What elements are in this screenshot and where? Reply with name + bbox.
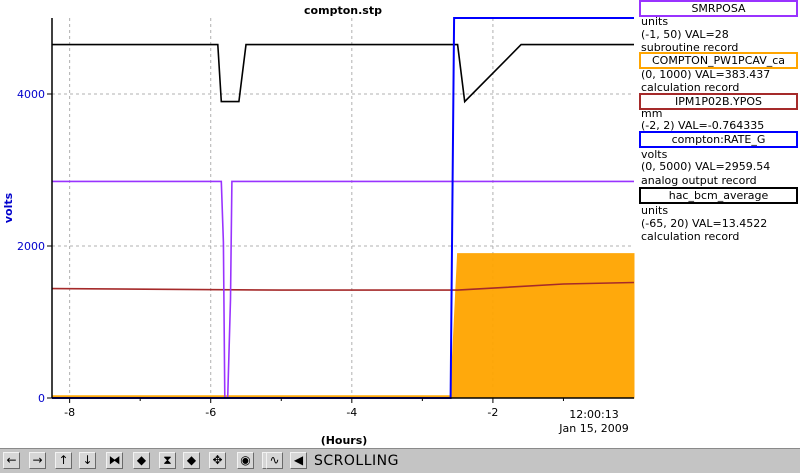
legend-smrposa-unit: units: [641, 15, 669, 28]
y-axis-label: volts: [2, 192, 15, 223]
range: (-1, 50): [641, 28, 682, 41]
legend-ipm1p02b-range: (-2, 2) VAL=-0.764335: [641, 119, 764, 132]
end-date-label: Jan 15, 2009: [558, 422, 628, 435]
zoom-in-vertical-button[interactable]: ⧗: [159, 452, 176, 469]
series-hac-bcm-average-line: [52, 43, 634, 104]
range: (0, 1000): [641, 68, 692, 81]
legend-compton-rate-g-unit: volts: [641, 148, 668, 161]
y-tick-label: 0: [38, 392, 45, 405]
legend-compton-pw1pcav-range: (0, 1000) VAL=383.437: [641, 68, 770, 81]
y-tick-label: 2000: [17, 240, 45, 253]
autoscale-button[interactable]: ◉: [237, 452, 254, 469]
range: (-2, 2): [641, 119, 675, 132]
legend-compton-rate-g[interactable]: compton:RATE_G: [639, 131, 798, 148]
legend-hac-bcm-average[interactable]: hac_bcm_average: [639, 187, 798, 204]
scroll-right-button[interactable]: →: [29, 452, 46, 469]
x-tick-label: -4: [346, 406, 357, 419]
zoom-out-vertical-button[interactable]: ◆: [183, 452, 200, 469]
legend-hac-bcm-average-unit: units: [641, 204, 669, 217]
series-ipm1p02b-ypos-line: [51, 281, 635, 291]
chart: -8 -6 -4 -2 0 2000 4000 compton.stp volts (Hou…: [2, 4, 635, 447]
scroll-up-button[interactable]: ↑: [55, 452, 72, 469]
scroll-left-button[interactable]: ←: [3, 452, 20, 469]
val: VAL=28: [685, 28, 729, 41]
legend-panel: SMRPOSA units (-1, 50) VAL=28 subroutine…: [636, 0, 800, 448]
legend-smrposa-record: subroutine record: [641, 41, 739, 54]
y-tick-label: 4000: [17, 88, 45, 101]
legend-hac-bcm-average-record: calculation record: [641, 230, 740, 243]
zoom-out-horizontal-button[interactable]: ◆: [133, 452, 150, 469]
val: VAL=13.4522: [692, 217, 768, 230]
status-label: SCROLLING: [314, 453, 399, 469]
x-tick-label: -8: [64, 406, 75, 419]
legend-compton-pw1pcav[interactable]: COMPTON_PW1PCAV_ca: [639, 52, 798, 69]
val: VAL=-0.764335: [678, 119, 765, 132]
legend-compton-rate-g-record: analog output record: [641, 174, 757, 187]
chart-title: compton.stp: [304, 4, 382, 17]
x-tick-label: -6: [205, 406, 216, 419]
legend-ipm1p02b[interactable]: IPM1P02B.YPOS: [639, 93, 798, 110]
range: (-65, 20): [641, 217, 689, 230]
back-to-now-button[interactable]: ◀: [290, 452, 307, 469]
val: VAL=2959.54: [695, 160, 771, 173]
legend-hac-bcm-average-range: (-65, 20) VAL=13.4522: [641, 217, 767, 230]
waveform-button[interactable]: ∿: [266, 452, 283, 469]
legend-ipm1p02b-unit: mm: [641, 107, 663, 120]
legend-smrposa-range: (-1, 50) VAL=28: [641, 28, 729, 41]
scroll-down-button[interactable]: ↓: [79, 452, 96, 469]
legend-compton-pw1pcav-record: calculation record: [641, 81, 740, 94]
legend-compton-rate-g-range: (0, 5000) VAL=2959.54: [641, 160, 770, 173]
end-time-label: 12:00:13: [569, 408, 618, 421]
range: (0, 5000): [641, 160, 692, 173]
x-tick-label: -2: [487, 406, 498, 419]
pan-button[interactable]: ✥: [209, 452, 226, 469]
toolbar: ←→↑↓⧓◆⧗◆✥◉✚∿◀ SCROLLING: [0, 448, 800, 473]
x-axis-label: (Hours): [321, 434, 368, 447]
legend-smrposa[interactable]: SMRPOSA: [639, 0, 798, 17]
axis-layer: -8 -6 -4 -2 0 2000 4000: [17, 88, 564, 419]
zoom-in-horizontal-button[interactable]: ⧓: [106, 452, 123, 469]
val: VAL=383.437: [695, 68, 771, 81]
